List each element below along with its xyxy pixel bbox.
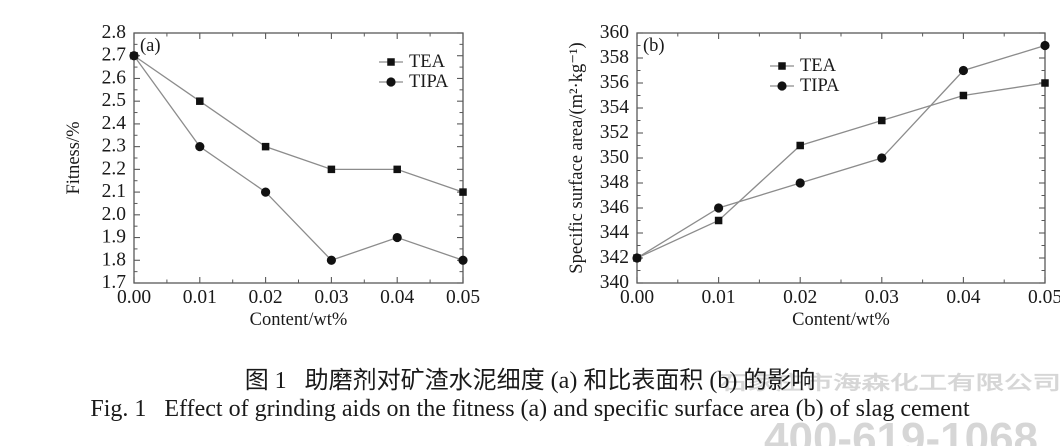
svg-text:(b): (b) (643, 36, 665, 56)
svg-text:346: 346 (600, 197, 630, 218)
svg-text:0.05: 0.05 (446, 287, 480, 308)
svg-text:0.02: 0.02 (783, 287, 817, 308)
svg-text:0.02: 0.02 (249, 287, 283, 308)
svg-text:2.4: 2.4 (102, 113, 127, 134)
svg-text:2.6: 2.6 (102, 67, 127, 88)
svg-text:0.03: 0.03 (314, 287, 348, 308)
svg-text:0.05: 0.05 (1028, 287, 1060, 308)
svg-text:TEA: TEA (800, 56, 837, 76)
svg-text:2.0: 2.0 (102, 204, 126, 225)
svg-text:2.7: 2.7 (102, 45, 127, 66)
svg-text:2.5: 2.5 (102, 90, 126, 111)
svg-text:Specific surface area/(m²·kg⁻¹: Specific surface area/(m²·kg⁻¹) (567, 42, 587, 273)
svg-text:352: 352 (600, 122, 629, 143)
svg-text:2.8: 2.8 (102, 22, 126, 43)
svg-text:(a): (a) (140, 36, 161, 56)
svg-text:1.8: 1.8 (102, 249, 126, 270)
svg-text:1.9: 1.9 (102, 227, 126, 248)
svg-text:0.01: 0.01 (702, 287, 736, 308)
svg-text:0.04: 0.04 (380, 287, 414, 308)
svg-text:354: 354 (600, 97, 630, 118)
svg-text:0.03: 0.03 (865, 287, 899, 308)
svg-text:360: 360 (600, 22, 629, 43)
svg-text:348: 348 (600, 172, 629, 193)
svg-text:TEA: TEA (409, 52, 446, 72)
svg-text:2.3: 2.3 (102, 136, 126, 157)
svg-text:2.2: 2.2 (102, 158, 126, 179)
svg-text:0.00: 0.00 (117, 287, 151, 308)
svg-text:0.04: 0.04 (946, 287, 980, 308)
svg-text:TIPA: TIPA (409, 72, 449, 92)
svg-text:0.01: 0.01 (183, 287, 217, 308)
svg-text:2.1: 2.1 (102, 181, 126, 202)
svg-text:356: 356 (600, 72, 630, 93)
svg-text:Content/wt%: Content/wt% (250, 310, 348, 330)
svg-text:Fitness/%: Fitness/% (64, 122, 84, 195)
svg-text:Content/wt%: Content/wt% (792, 310, 890, 330)
svg-text:342: 342 (600, 247, 629, 268)
svg-text:344: 344 (600, 222, 630, 243)
svg-text:350: 350 (600, 147, 629, 168)
svg-text:0.00: 0.00 (620, 287, 654, 308)
svg-text:TIPA: TIPA (800, 76, 840, 96)
svg-text:358: 358 (600, 47, 629, 68)
